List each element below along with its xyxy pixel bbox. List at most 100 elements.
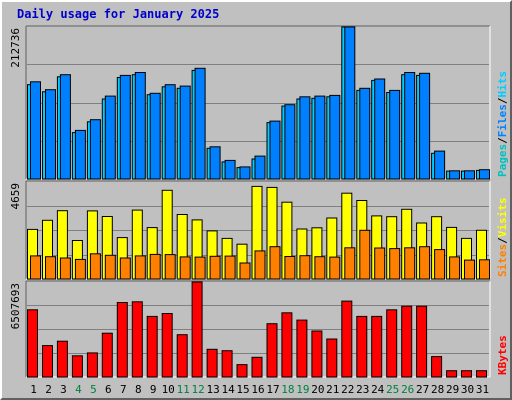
kbytes-bar-day-4 [71, 355, 83, 378]
sites-bar-day-24 [374, 247, 386, 280]
visits-sites-label: Sites/Visits [496, 198, 509, 278]
kbytes-bar-day-20 [311, 330, 323, 378]
x-tick-day-2: 2 [45, 383, 52, 396]
kbytes-bar-day-13 [206, 348, 218, 378]
kbytes-bar-day-25 [386, 309, 398, 378]
x-tick-day-14: 14 [221, 383, 235, 396]
kbytes-bar-day-21 [326, 338, 338, 378]
files-bar-day-13 [209, 146, 221, 180]
sites-bar-day-1 [30, 255, 41, 280]
files-bar-day-29 [449, 170, 461, 180]
files-bar-day-8 [134, 72, 146, 180]
sites-bar-day-29 [449, 256, 461, 280]
x-tick-day-26: 26 [401, 383, 414, 396]
x-tick-day-12: 12 [191, 383, 204, 396]
x-tick-day-29: 29 [446, 383, 459, 396]
x-tick-day-22: 22 [341, 383, 354, 396]
kbytes-bar-day-29 [446, 370, 458, 378]
files-bar-day-26 [404, 72, 416, 180]
kbytes-bar-day-1 [27, 309, 38, 378]
visits-sites-panel: 4659 Sites/Visits [9, 180, 509, 280]
x-tick-day-5: 5 [90, 383, 97, 396]
kbytes-bar-day-18 [281, 312, 293, 378]
x-tick-day-9: 9 [150, 383, 157, 396]
label-part: / [496, 97, 509, 104]
x-tick-day-8: 8 [135, 383, 142, 396]
hits-files-pages-panel: 212736 Pages/Files/Hits [9, 25, 509, 180]
label-part: Hits [496, 71, 509, 98]
kbytes-bar-day-16 [251, 356, 263, 378]
files-bar-day-20 [314, 95, 326, 180]
sites-bar-day-3 [59, 257, 71, 280]
files-bar-day-7 [119, 74, 131, 180]
x-tick-day-28: 28 [431, 383, 444, 396]
x-tick-day-13: 13 [206, 383, 219, 396]
files-bar-day-15 [239, 166, 251, 180]
sites-bar-day-13 [209, 255, 221, 280]
sites-bar-day-5 [89, 253, 101, 280]
kbytes-bar-day-14 [221, 350, 233, 378]
kbytes-bar-day-19 [296, 319, 308, 378]
sites-bar-day-12 [194, 256, 206, 280]
sites-bar-day-4 [74, 258, 86, 280]
x-tick-day-15: 15 [236, 383, 249, 396]
files-bar-day-5 [89, 119, 101, 180]
files-bar-day-16 [254, 155, 266, 180]
sites-bar-day-28 [434, 249, 446, 280]
sites-bar-day-26 [404, 247, 416, 280]
files-bar-day-12 [194, 67, 206, 180]
kbytes-bar-day-24 [371, 315, 383, 378]
chart-title: Daily usage for January 2025 [17, 7, 220, 21]
files-bar-day-2 [45, 89, 56, 180]
kbytes-bar-day-26 [401, 305, 413, 378]
sites-bar-day-27 [419, 246, 431, 280]
x-tick-day-3: 3 [60, 383, 67, 396]
kbytes-bar-day-27 [416, 305, 428, 378]
sites-bar-day-17 [269, 246, 281, 280]
kbytes-bar-day-22 [341, 300, 353, 378]
kbytes-bar-day-23 [356, 315, 368, 378]
files-bar-day-24 [374, 78, 386, 180]
sites-bar-day-23 [359, 229, 371, 280]
files-bar-day-14 [224, 159, 236, 180]
y-max-label: 212736 [9, 28, 22, 68]
kbytes-bar-day-11 [176, 334, 188, 378]
sites-bar-day-2 [45, 256, 56, 280]
x-tick-day-11: 11 [177, 383, 190, 396]
files-bar-day-3 [59, 74, 71, 180]
x-tick-day-1: 1 [30, 383, 37, 396]
x-tick-day-4: 4 [75, 383, 82, 396]
kbytes-bar-day-31 [476, 370, 487, 378]
x-tick-day-16: 16 [251, 383, 264, 396]
kbytes-bar-day-10 [161, 313, 173, 378]
kbytes-bar-day-6 [101, 332, 113, 378]
label-part: / [496, 237, 509, 244]
sites-bar-day-15 [239, 262, 251, 280]
files-bar-day-1 [30, 81, 41, 180]
files-bar-day-6 [104, 95, 116, 180]
files-bar-day-17 [269, 120, 281, 180]
sites-bar-day-7 [119, 257, 131, 280]
files-bar-day-19 [299, 96, 311, 180]
kbytes-bar-day-28 [431, 356, 443, 378]
files-bar-day-9 [149, 92, 161, 180]
x-tick-day-30: 30 [461, 383, 474, 396]
files-bar-day-25 [389, 89, 401, 180]
sites-bar-day-6 [104, 254, 116, 280]
kbytes-bar-day-2 [42, 345, 53, 378]
hits-files-pages-label: Pages/Files/Hits [496, 71, 509, 177]
sites-bar-day-16 [254, 250, 266, 280]
files-bar-day-4 [74, 129, 86, 180]
x-tick-day-6: 6 [105, 383, 112, 396]
sites-bar-day-11 [179, 256, 191, 280]
files-bar-day-27 [419, 72, 431, 180]
sites-bar-day-31 [479, 259, 490, 280]
files-bar-day-30 [464, 170, 475, 180]
kbytes-bar-day-30 [461, 370, 472, 378]
x-tick-day-27: 27 [416, 383, 429, 396]
y-max-label: 6507693 [9, 283, 22, 329]
kbytes-bar-day-7 [116, 302, 128, 378]
sites-bar-day-9 [149, 253, 161, 280]
files-bar-day-31 [479, 169, 490, 180]
